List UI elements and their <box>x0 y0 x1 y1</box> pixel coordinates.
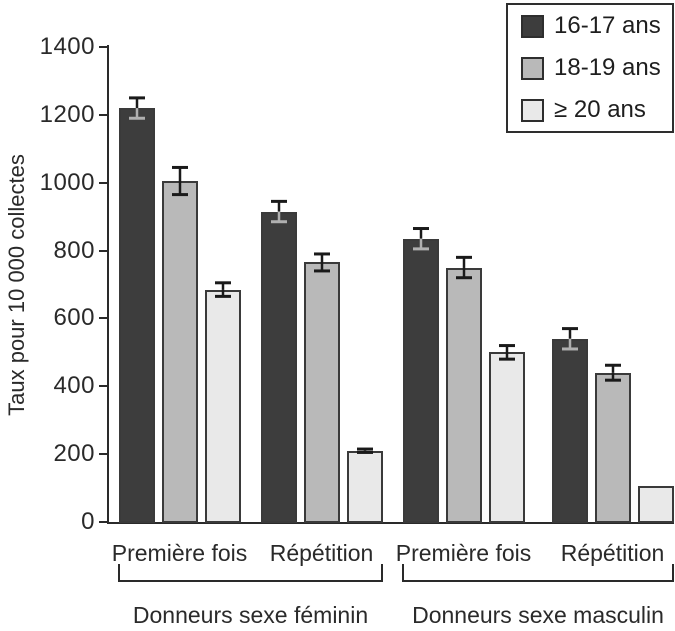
bar-18-19-ans-c1 <box>304 262 340 523</box>
y-tick-label: 0 <box>81 508 95 535</box>
y-tick-label: 400 <box>53 372 95 400</box>
y-tick <box>99 181 107 184</box>
group-bracket <box>118 564 383 582</box>
legend-swatch <box>521 98 544 122</box>
y-tick <box>99 453 107 456</box>
legend-label: 16-17 ans <box>554 12 661 39</box>
y-tick <box>99 385 107 388</box>
x-category-label: Première fois <box>111 540 248 566</box>
legend-swatch <box>521 56 544 80</box>
y-tick-label: 1400 <box>39 33 95 60</box>
group-bracket <box>402 564 674 582</box>
bar-18-19-ans-c3 <box>595 372 631 523</box>
x-category-label: Première fois <box>395 540 532 566</box>
y-tick-label: 600 <box>53 304 95 332</box>
legend-label: 18-19 ans <box>554 54 661 81</box>
x-category-label: Répétition <box>560 540 665 566</box>
legend-item: 16-17 ans <box>521 12 672 40</box>
bar-18-19-ans-c2 <box>446 267 482 523</box>
bar--20-ans-c1 <box>347 450 383 523</box>
legend-item: ≥ 20 ans <box>521 96 672 124</box>
bar-16-17-ans-c0 <box>119 108 155 523</box>
group-label: Donneurs sexe masculin <box>412 602 664 628</box>
bar-18-19-ans-c0 <box>162 181 198 523</box>
bar-16-17-ans-c3 <box>552 338 588 523</box>
y-tick-label: 200 <box>53 440 95 468</box>
bar--20-ans-c3 <box>638 486 674 523</box>
y-tick <box>99 521 107 523</box>
legend-item: 18-19 ans <box>521 54 672 82</box>
legend-swatch <box>521 14 544 38</box>
x-category-label: Répétition <box>269 540 374 566</box>
y-tick <box>99 46 107 48</box>
legend-label: ≥ 20 ans <box>554 96 646 123</box>
legend: 16-17 ans 18-19 ans ≥ 20 ans <box>506 3 674 133</box>
bar-16-17-ans-c2 <box>403 238 439 523</box>
x-axis-line <box>107 522 674 524</box>
y-tick <box>99 113 107 116</box>
bar--20-ans-c2 <box>489 352 525 523</box>
y-tick-label: 800 <box>53 236 95 264</box>
bar-16-17-ans-c1 <box>261 211 297 523</box>
y-tick-label: 1000 <box>39 168 95 196</box>
bar--20-ans-c0 <box>205 289 241 523</box>
group-label: Donneurs sexe féminin <box>132 602 369 628</box>
y-axis-line <box>107 45 109 524</box>
y-tick <box>99 249 107 252</box>
y-tick-label: 1200 <box>39 100 95 128</box>
y-tick <box>99 317 107 320</box>
